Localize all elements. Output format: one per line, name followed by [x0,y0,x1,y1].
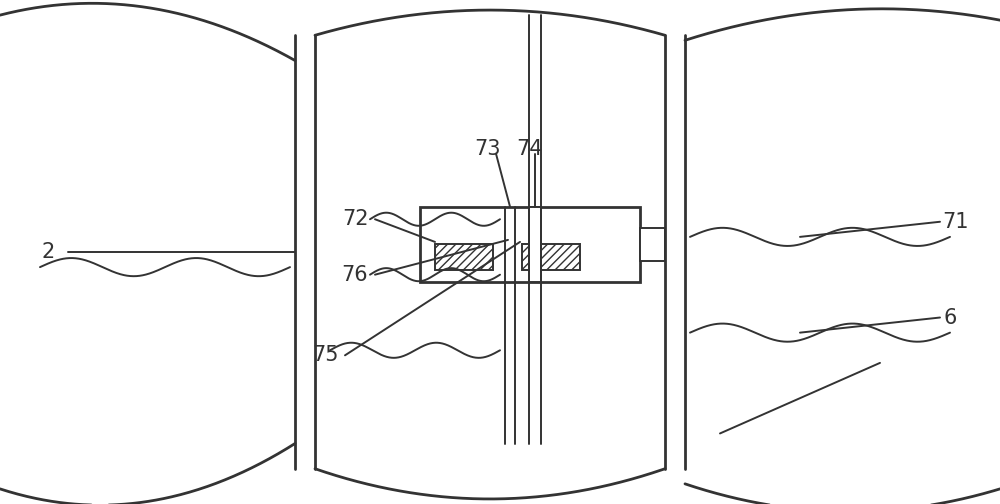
Bar [640,228,665,261]
Text: 6: 6 [943,307,957,328]
Text: 73: 73 [474,139,500,159]
Bar [435,244,493,270]
Text: 75: 75 [312,345,338,365]
Text: 71: 71 [942,212,968,232]
Bar [508,212,563,242]
Bar [522,244,580,270]
Text: 76: 76 [342,265,368,285]
Text: 2: 2 [41,242,55,262]
Text: 74: 74 [517,139,543,159]
Bar [529,207,541,282]
Text: 72: 72 [342,209,368,229]
Bar [420,207,640,282]
